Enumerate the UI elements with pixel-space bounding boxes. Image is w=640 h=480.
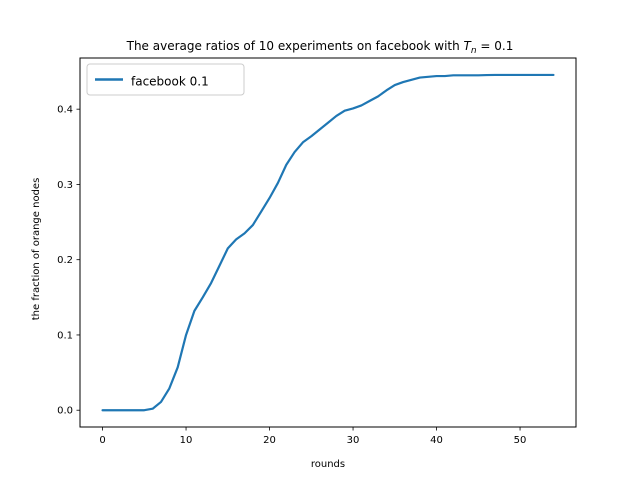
legend-label-facebook: facebook 0.1 [131,75,209,89]
chart-title-math-subscript: n [471,46,477,56]
x-tick-label: 30 [347,435,360,446]
series-line-facebook [101,73,555,412]
y-axis-label: the fraction of orange nodes [31,178,42,321]
y-tick-label: 0.0 [57,406,73,417]
chart-title-math-rest: = 0.1 [477,39,514,53]
chart-title: The average ratios of 10 experiments on … [126,39,514,56]
x-tick-label: 20 [263,435,276,446]
x-tick-label: 50 [514,435,527,446]
y-tick-label: 0.2 [57,255,73,266]
chart-title-text: The average ratios of 10 experiments on … [126,39,464,53]
y-tick-label: 0.3 [57,180,73,191]
series-layer [101,73,555,412]
chart-title-math-symbol: T [464,39,473,53]
x-axis-label: rounds [311,459,345,470]
legend-box [86,63,245,96]
x-tick-label: 0 [99,435,105,446]
x-tick-label: 40 [430,435,443,446]
y-axis: 0.0 0.1 0.2 0.3 0.4 [57,105,80,417]
x-axis: 0 10 20 30 40 50 [99,427,526,446]
x-tick-label: 10 [180,435,193,446]
y-tick-label: 0.1 [57,330,73,341]
y-tick-label: 0.4 [57,105,73,116]
axes-frame [79,57,577,428]
legend: facebook 0.1 [86,63,245,96]
